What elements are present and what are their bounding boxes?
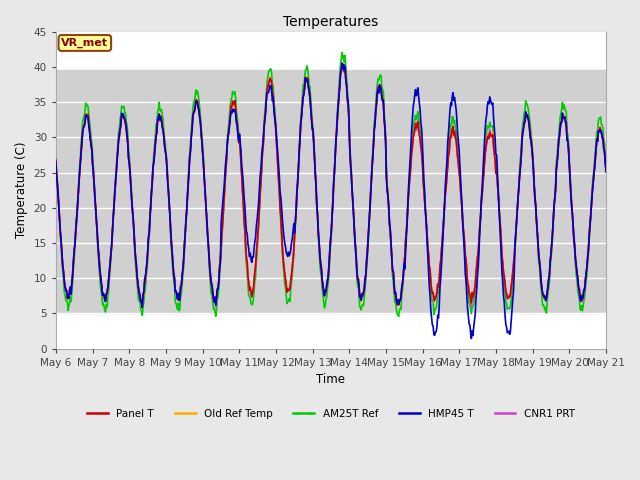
HMP45 T xyxy=(415,92,422,98)
HMP45 T xyxy=(62,288,70,293)
AM25T Ref xyxy=(204,230,211,236)
AM25T Ref xyxy=(175,300,182,306)
Y-axis label: Temperature (C): Temperature (C) xyxy=(15,142,28,239)
Panel T xyxy=(602,168,610,174)
AM25T Ref xyxy=(52,156,60,162)
Panel T xyxy=(415,131,423,137)
CNR1 PRT xyxy=(118,114,126,120)
X-axis label: Time: Time xyxy=(316,373,346,386)
Old Ref Temp xyxy=(394,303,402,309)
Old Ref Temp xyxy=(175,290,182,296)
Line: Panel T: Panel T xyxy=(56,64,606,305)
CNR1 PRT xyxy=(338,61,346,67)
Title: Temperatures: Temperatures xyxy=(284,15,379,29)
AM25T Ref xyxy=(399,276,407,282)
CNR1 PRT xyxy=(62,288,70,294)
Old Ref Temp xyxy=(118,115,126,121)
Panel T xyxy=(62,286,70,291)
HMP45 T xyxy=(204,229,211,235)
AM25T Ref xyxy=(118,104,126,110)
Old Ref Temp xyxy=(399,271,407,276)
HMP45 T xyxy=(118,113,126,119)
Old Ref Temp xyxy=(52,159,60,165)
CNR1 PRT xyxy=(602,168,610,174)
AM25T Ref xyxy=(602,164,610,169)
Line: CNR1 PRT: CNR1 PRT xyxy=(56,64,606,307)
Panel T xyxy=(175,296,183,302)
CNR1 PRT xyxy=(52,158,60,164)
Line: Old Ref Temp: Old Ref Temp xyxy=(56,64,606,306)
HMP45 T xyxy=(175,290,182,296)
HMP45 T xyxy=(602,169,610,175)
Old Ref Temp xyxy=(602,169,610,175)
Line: AM25T Ref: AM25T Ref xyxy=(56,52,606,316)
CNR1 PRT xyxy=(175,292,182,298)
Panel T xyxy=(399,272,407,277)
Panel T xyxy=(118,112,126,118)
CNR1 PRT xyxy=(399,275,407,280)
Panel T xyxy=(52,157,60,163)
Panel T xyxy=(204,239,212,244)
CNR1 PRT xyxy=(204,227,211,233)
AM25T Ref xyxy=(212,313,220,319)
HMP45 T xyxy=(52,159,60,165)
CNR1 PRT xyxy=(212,304,220,310)
Old Ref Temp xyxy=(338,61,346,67)
Line: HMP45 T: HMP45 T xyxy=(56,63,606,338)
Text: VR_met: VR_met xyxy=(61,38,108,48)
Bar xyxy=(56,71,606,313)
CNR1 PRT xyxy=(415,132,423,138)
Panel T xyxy=(138,302,146,308)
Old Ref Temp xyxy=(415,129,423,135)
Old Ref Temp xyxy=(62,288,70,294)
AM25T Ref xyxy=(415,121,423,127)
HMP45 T xyxy=(338,60,346,66)
HMP45 T xyxy=(468,336,476,341)
AM25T Ref xyxy=(338,49,346,55)
Panel T xyxy=(338,61,346,67)
Legend: Panel T, Old Ref Temp, AM25T Ref, HMP45 T, CNR1 PRT: Panel T, Old Ref Temp, AM25T Ref, HMP45 … xyxy=(83,405,579,423)
HMP45 T xyxy=(399,280,406,286)
Old Ref Temp xyxy=(204,229,211,235)
AM25T Ref xyxy=(62,298,70,303)
